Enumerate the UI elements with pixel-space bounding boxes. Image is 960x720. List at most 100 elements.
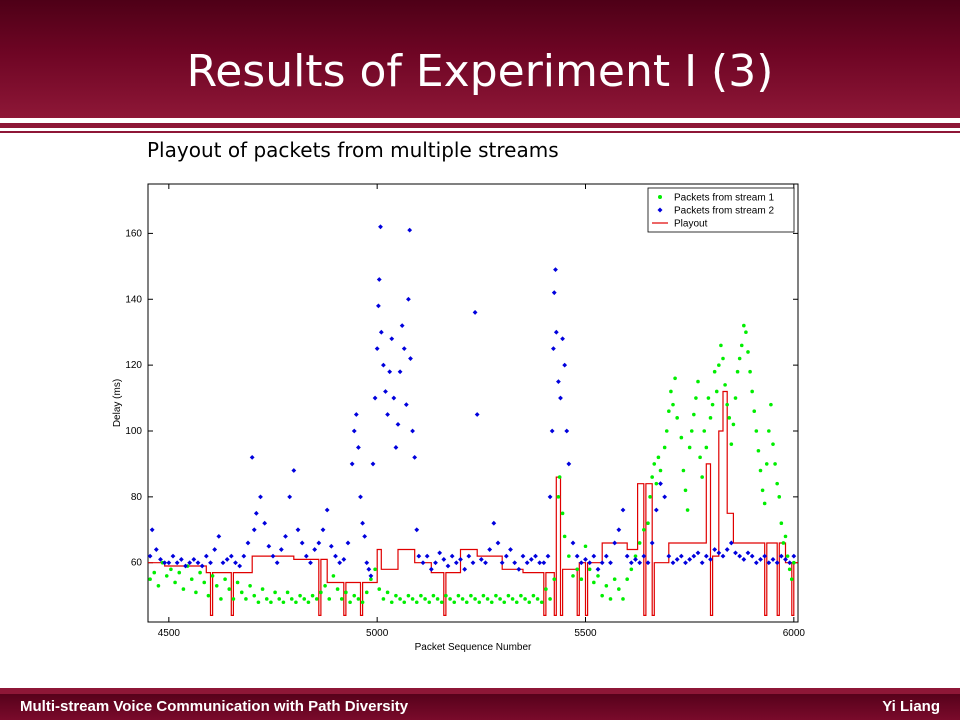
stream2-point xyxy=(328,543,334,549)
stream1-point xyxy=(704,445,709,450)
stream2-point xyxy=(458,557,463,562)
stream2-point xyxy=(674,557,680,562)
stream1-point xyxy=(456,593,461,598)
stream1-point xyxy=(156,583,161,588)
stream1-point xyxy=(587,567,592,572)
stream2-point xyxy=(395,422,401,427)
stream2-point xyxy=(791,553,797,559)
stream1-point xyxy=(562,534,567,539)
stream2-point xyxy=(291,468,297,473)
stream2-point xyxy=(403,402,409,408)
stream2-point xyxy=(741,557,747,562)
stream2-point xyxy=(587,560,593,566)
stream2-point xyxy=(158,557,163,562)
stream2-point xyxy=(441,557,447,562)
stream1-point xyxy=(567,554,571,558)
y-tick-label: 140 xyxy=(125,294,142,305)
stream1-point xyxy=(681,468,686,473)
stream2-point xyxy=(628,560,634,566)
stream1-point xyxy=(706,396,711,400)
stream2-point xyxy=(616,527,622,533)
legend-label: Packets from stream 2 xyxy=(674,206,774,217)
stream2-point xyxy=(766,560,772,566)
slide-subtitle: Playout of packets from multiple streams xyxy=(147,138,559,162)
stream1-point xyxy=(327,597,332,601)
stream2-point xyxy=(358,494,363,500)
stream2-point xyxy=(453,560,459,566)
stream2-point xyxy=(397,369,403,375)
stream1-point xyxy=(700,475,704,479)
stream2-point xyxy=(753,560,759,566)
stream1-point xyxy=(198,570,202,575)
stream1-point xyxy=(339,597,344,601)
stream1-point xyxy=(519,593,523,598)
stream2-point xyxy=(499,560,505,566)
stream2-point xyxy=(362,533,368,539)
stream1-point xyxy=(767,429,771,433)
stream2-point xyxy=(445,563,451,569)
legend-swatch-stream1 xyxy=(658,195,662,199)
stream2-point xyxy=(414,527,420,533)
stream1-point xyxy=(746,350,750,354)
stream1-point xyxy=(148,577,152,581)
stream1-point xyxy=(431,593,436,598)
stream1-point xyxy=(531,593,536,598)
stream2-point xyxy=(558,395,563,401)
stream1-point xyxy=(725,402,729,407)
stream1-point xyxy=(675,416,679,420)
stream2-point xyxy=(687,557,693,562)
stream2-point xyxy=(147,553,153,559)
stream1-point xyxy=(298,593,302,598)
stream1-point xyxy=(244,597,248,601)
stream1-point xyxy=(494,593,498,598)
stream1-point xyxy=(352,593,357,598)
stream1-point xyxy=(579,577,584,581)
stream2-point xyxy=(620,507,626,513)
stream2-point xyxy=(224,557,230,562)
stream1-point xyxy=(423,597,427,601)
stream1-point xyxy=(785,554,790,558)
legend-swatch-stream2 xyxy=(657,207,663,213)
stream2-point xyxy=(312,547,318,552)
stream1-point xyxy=(348,600,352,605)
legend-label: Playout xyxy=(674,219,708,230)
stream2-point xyxy=(516,566,522,572)
stream2-point xyxy=(749,553,755,559)
stream2-point xyxy=(770,557,776,562)
stream1-point xyxy=(729,442,734,446)
stream2-point xyxy=(512,560,518,566)
stream2-point xyxy=(258,494,263,500)
stream2-point xyxy=(372,395,378,401)
stream1-point xyxy=(714,389,719,394)
stream2-point xyxy=(612,540,618,546)
stream1-point xyxy=(756,448,761,453)
stream1-point xyxy=(633,554,638,558)
y-tick-label: 160 xyxy=(125,228,142,239)
stream2-point xyxy=(491,520,497,526)
y-tick-label: 80 xyxy=(131,492,143,503)
stream1-point xyxy=(202,580,207,585)
stream2-point xyxy=(478,557,484,562)
stream2-point xyxy=(245,540,251,546)
stream1-point xyxy=(721,356,725,361)
stream2-point xyxy=(547,494,553,500)
stream1-point xyxy=(779,521,784,526)
stream2-point xyxy=(162,560,168,566)
stream2-point xyxy=(401,346,407,352)
stream2-point xyxy=(649,540,655,546)
stream1-point xyxy=(489,600,494,605)
stream1-point xyxy=(556,495,561,499)
stream2-point xyxy=(683,560,688,566)
stream1-point xyxy=(575,567,579,572)
stream1-point xyxy=(777,495,782,499)
stream1-point xyxy=(381,597,386,601)
stream2-point xyxy=(389,336,395,342)
stream2-point xyxy=(266,543,272,549)
stream2-point xyxy=(624,553,630,559)
stream1-point xyxy=(223,577,227,581)
stream1-point xyxy=(656,455,661,460)
stream1-point xyxy=(335,587,340,591)
footer-author: Yi Liang xyxy=(882,698,940,715)
stream1-point xyxy=(219,597,223,601)
stream2-point xyxy=(553,329,559,335)
